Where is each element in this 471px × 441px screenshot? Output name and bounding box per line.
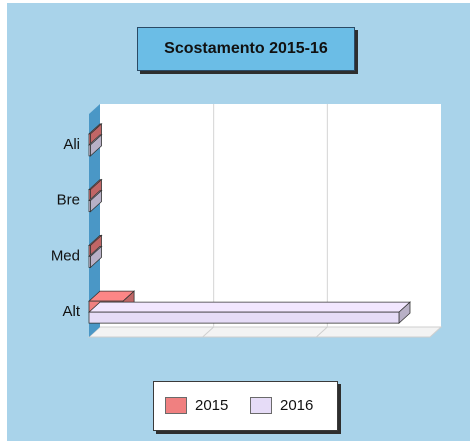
category-label-ali: Ali — [63, 136, 80, 153]
bar-2016-ali — [88, 144, 91, 157]
gridline-floor — [202, 326, 215, 338]
category-label-med: Med — [51, 247, 80, 264]
gridline-floor — [315, 326, 328, 338]
legend-label-2016: 2016 — [280, 397, 314, 414]
bar-2016-bre — [88, 200, 91, 213]
legend-swatch-2015 — [165, 397, 187, 414]
chart-title-text: Scostamento 2015-16 — [164, 40, 328, 57]
bar-2016-med — [88, 255, 91, 268]
chart-title: Scostamento 2015-16 — [137, 27, 355, 71]
category-label-alt: Alt — [62, 303, 80, 320]
bar-2016-alt-top — [87, 301, 412, 313]
category-label-bre: Bre — [57, 192, 80, 209]
legend-label-2015: 2015 — [195, 397, 229, 414]
chart-legend: 2015 2016 — [153, 381, 338, 431]
bar-2016-alt — [88, 311, 400, 324]
legend-swatch-2016 — [250, 397, 272, 414]
plot-left-wall — [89, 104, 100, 337]
plot-back-wall — [100, 104, 441, 327]
legend-item-2016: 2016 — [250, 397, 313, 414]
plot-floor — [87, 326, 443, 338]
legend-item-2015: 2015 — [165, 397, 228, 414]
